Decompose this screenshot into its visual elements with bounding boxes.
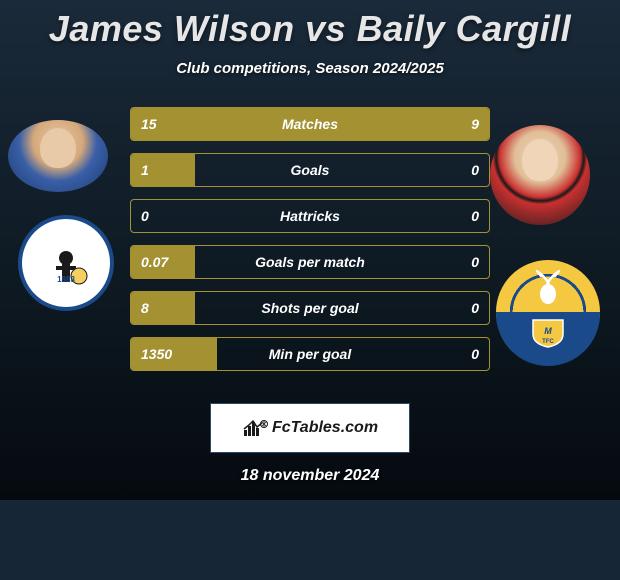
- stat-label: Goals: [291, 162, 330, 178]
- stat-value-left: 15: [141, 116, 157, 132]
- stat-value-left: 1: [141, 162, 149, 178]
- stats-area: 15 Matches 9 1 Goals 0 0 Hattricks 0 0.07 Goals pe…: [0, 107, 620, 383]
- content-wrapper: James Wilson vs Baily Cargill Club compe…: [0, 0, 620, 580]
- stat-value-left: 0: [141, 208, 149, 224]
- stat-label: Goals per match: [255, 254, 365, 270]
- stat-label: Min per goal: [269, 346, 351, 362]
- stat-label: Matches: [282, 116, 338, 132]
- stat-bars-container: 15 Matches 9 1 Goals 0 0 Hattricks 0 0.07 Goals pe…: [130, 107, 490, 383]
- stat-row: 0.07 Goals per match 0: [130, 245, 490, 279]
- stat-row: 1 Goals 0: [130, 153, 490, 187]
- comparison-card: James Wilson vs Baily Cargill Club compe…: [0, 0, 620, 580]
- stat-row: 8 Shots per goal 0: [130, 291, 490, 325]
- page-title: James Wilson vs Baily Cargill: [0, 0, 620, 50]
- stat-row: 15 Matches 9: [130, 107, 490, 141]
- stat-value-left: 8: [141, 300, 149, 316]
- stat-value-left: 0.07: [141, 254, 168, 270]
- stat-value-right: 0: [471, 346, 479, 362]
- fctables-badge: FcTables.com: [210, 403, 410, 453]
- page-subtitle: Club competitions, Season 2024/2025: [0, 60, 620, 77]
- stat-value-right: 0: [471, 300, 479, 316]
- stat-row: 1350 Min per goal 0: [130, 337, 490, 371]
- fctables-label: FcTables.com: [272, 419, 378, 437]
- stat-value-right: 0: [471, 162, 479, 178]
- stat-row: 0 Hattricks 0: [130, 199, 490, 233]
- stat-label: Shots per goal: [261, 300, 358, 316]
- stat-label: Hattricks: [280, 208, 340, 224]
- stat-fill-right: [353, 108, 489, 140]
- stat-value-left: 1350: [141, 346, 172, 362]
- stat-value-right: 0: [471, 208, 479, 224]
- stat-value-right: 0: [471, 254, 479, 270]
- fctables-logo-icon: [242, 418, 268, 438]
- comparison-date: 18 november 2024: [0, 467, 620, 485]
- stat-value-right: 9: [471, 116, 479, 132]
